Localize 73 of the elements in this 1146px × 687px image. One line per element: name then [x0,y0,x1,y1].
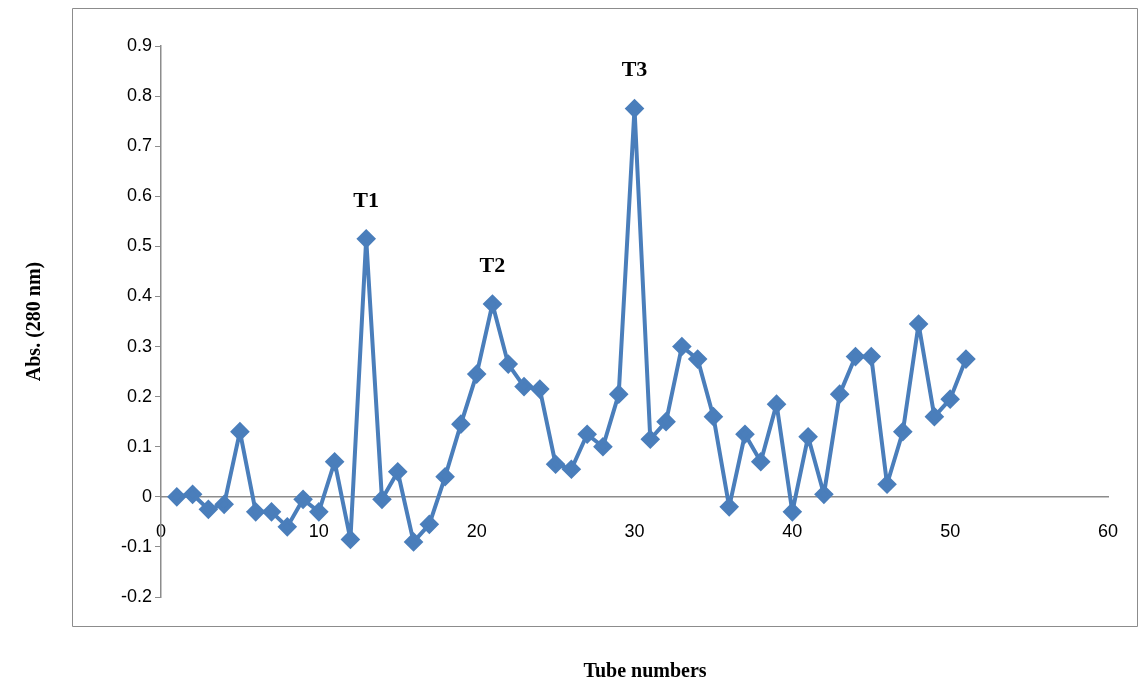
annotation: T1 [353,186,380,212]
y-tick-label: 0.3 [126,335,153,356]
point [814,485,833,504]
point [199,500,218,519]
point [657,412,676,431]
point [767,395,786,414]
x-tick-label: 60 [1097,520,1119,541]
point [483,294,502,313]
point [515,377,534,396]
annotation: T2 [479,251,506,277]
y-tick-label: 0.2 [126,385,153,406]
x-tick-label: 0 [156,520,167,541]
point [325,452,344,471]
y-tick-label: -0.1 [120,535,153,556]
point [341,530,360,549]
point [609,385,628,404]
point [625,99,644,118]
point [846,347,865,366]
point [246,502,265,521]
point [451,415,470,434]
point [578,425,597,444]
point [672,337,691,356]
point [783,502,802,521]
x-tick-label: 20 [466,520,487,541]
y-tick-label: 0 [142,485,153,506]
point [562,460,581,479]
point [799,427,818,446]
y-axis-title: Abs. (280 nm) [22,261,46,382]
point [499,355,518,374]
point [230,422,249,441]
point [530,380,549,399]
point [641,430,660,449]
point [546,455,565,474]
point [436,467,455,486]
annotation: T3 [621,56,648,82]
y-tick-label: 0.8 [126,85,153,106]
point [467,365,486,384]
point [862,347,881,366]
point [262,502,281,521]
x-tick-label: 40 [782,520,803,541]
point [956,350,975,369]
point [941,390,960,409]
point [388,462,407,481]
point [688,350,707,369]
point [404,532,423,551]
point [357,229,376,248]
point [372,490,391,509]
point [167,487,186,506]
point [278,517,297,536]
point [925,407,944,426]
point [878,475,897,494]
point [593,437,612,456]
y-tick-label: 0.7 [126,135,153,156]
point [751,452,770,471]
point [309,502,328,521]
y-tick-label: 0.5 [126,235,153,256]
point [893,422,912,441]
x-tick-label: 30 [624,520,645,541]
y-tick-label: 0.9 [126,34,153,55]
y-tick-label: -0.2 [120,585,153,606]
point [215,495,234,514]
y-tick-label: 0.4 [126,285,153,306]
x-axis-title: Tube numbers [583,659,707,682]
point [830,385,849,404]
y-tick-label: 0.6 [126,185,153,206]
point [704,407,723,426]
point [735,425,754,444]
y-tick-label: 0.1 [126,435,153,456]
point [420,515,439,534]
point [294,490,313,509]
point [183,485,202,504]
x-tick-label: 10 [308,520,329,541]
x-tick-label: 50 [940,520,961,541]
